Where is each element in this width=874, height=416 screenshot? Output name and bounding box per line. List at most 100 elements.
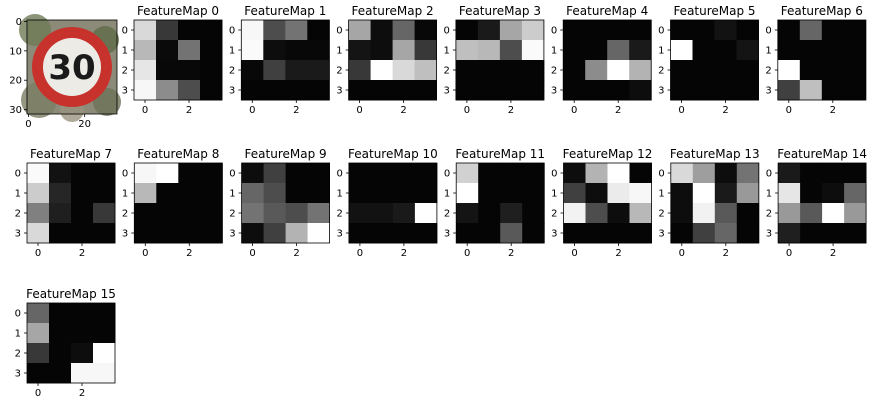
y-tick-label: 1 [229, 46, 235, 57]
feature-map-panel: FeatureMap 12 0 1 2 3 0 2 [551, 147, 652, 259]
y-tick-label: 3 [551, 86, 557, 97]
heatmap-cell [285, 223, 308, 244]
y-tick-label: 0 [15, 309, 21, 320]
heatmap-cell [49, 303, 72, 324]
heatmap-cell [844, 223, 867, 244]
heatmap-cell [156, 203, 179, 224]
heatmap-cell [93, 203, 116, 224]
heatmap-cell [307, 80, 330, 101]
feature-map-title: FeatureMap 9 [245, 147, 327, 161]
y-tick-label: 1 [15, 189, 21, 200]
heatmap-cell [477, 60, 501, 81]
heatmap-cell [670, 203, 694, 224]
heatmap-cell [500, 203, 523, 224]
feature-map-panel: FeatureMap 5 0 1 2 3 0 2 [658, 4, 759, 116]
heatmap-cell [71, 163, 94, 184]
heatmap-cell [692, 163, 716, 184]
y-tick-label: 2 [337, 209, 343, 220]
heatmap-cell [585, 163, 608, 184]
x-tick-label: 2 [508, 248, 514, 259]
heatmap-cell [799, 40, 823, 61]
y-tick-label: 3 [336, 86, 342, 97]
x-tick-label: 2 [186, 105, 192, 116]
heatmap-cell [392, 203, 416, 224]
heatmap-cell [822, 223, 845, 244]
heatmap-cell [49, 163, 72, 184]
y-tick-label: 3 [122, 229, 128, 240]
heatmap-cell [71, 303, 94, 324]
y-tick-label: 0 [122, 169, 128, 180]
heatmap-cell [521, 60, 545, 81]
heatmap-cell [456, 203, 479, 224]
heatmap-cell [285, 80, 308, 101]
y-tick-label: 1 [122, 189, 128, 200]
y-tick-label: 0 [551, 26, 557, 37]
heatmap-cell [200, 80, 223, 101]
feature-map-title: FeatureMap 13 [670, 147, 760, 161]
heatmap-cell [563, 163, 586, 184]
heatmap-cell [478, 223, 501, 244]
heatmap-cell [156, 20, 179, 41]
x-tick-label: 2 [722, 105, 728, 116]
heatmap-cell [200, 60, 223, 81]
heatmap-cell [134, 40, 157, 61]
heatmap-cell [607, 183, 630, 204]
heatmap-cell [736, 183, 760, 204]
heatmap-cell [414, 20, 437, 41]
y-tick-label: 0 [765, 26, 771, 37]
heatmap-cell [585, 80, 608, 101]
y-tick-label: 1 [336, 46, 342, 57]
heatmap-cell [178, 80, 201, 101]
x-tick-label: 2 [615, 105, 621, 116]
heatmap-cell [71, 363, 94, 384]
heatmap-cell [607, 60, 630, 81]
heatmap-cell [285, 163, 308, 184]
y-tick-label: 2 [15, 349, 21, 360]
heatmap-cell [263, 40, 286, 61]
y-tick-label: 3 [658, 86, 664, 97]
x-tick-label: 0 [357, 248, 363, 259]
heatmap-cell [670, 20, 693, 41]
x-tick-label: 0 [786, 248, 792, 259]
y-tick-label: 2 [551, 66, 557, 77]
feature-map-title: FeatureMap 11 [455, 147, 545, 161]
x-tick-label: 0 [142, 105, 148, 116]
heatmap-cell [263, 203, 286, 224]
x-tick-label: 2 [400, 105, 406, 116]
y-tick-label: 3 [766, 229, 772, 240]
heatmap-cell [456, 223, 479, 244]
heatmap-cell [563, 80, 586, 101]
feature-map-title: FeatureMap 8 [137, 147, 219, 161]
feature-map-frame [348, 162, 438, 244]
heatmap-cell [370, 163, 394, 184]
y-tick-label: 2 [15, 209, 21, 220]
heatmap-cell [563, 183, 586, 204]
heatmap-cell [629, 40, 652, 61]
heatmap-cell [692, 60, 715, 81]
feature-map-panel: FeatureMap 7 0 1 2 3 0 2 [15, 147, 116, 259]
heatmap-cell [607, 223, 630, 244]
heatmap-cell [348, 40, 371, 61]
y-tick-label: 1 [658, 46, 664, 57]
heatmap-cell [414, 203, 438, 224]
heatmap-cell [348, 20, 371, 41]
heatmap-cell [822, 203, 845, 224]
heatmap-cell [478, 203, 501, 224]
heatmap-cell [49, 323, 72, 344]
heatmap-cell [370, 20, 393, 41]
feature-map-title: FeatureMap 2 [352, 4, 434, 18]
heatmap-cell [134, 223, 157, 244]
heatmap-cell [629, 60, 652, 81]
heatmap-cell [307, 183, 330, 204]
heatmap-cell [370, 183, 394, 204]
feature-map-title: FeatureMap 0 [137, 4, 219, 18]
heatmap-cell [285, 60, 308, 81]
feature-map-panel: FeatureMap 2 0 1 2 3 0 2 [336, 4, 438, 116]
heatmap-cell [521, 80, 545, 101]
y-tick-label: 1 [444, 46, 450, 57]
heatmap-cell [800, 203, 823, 224]
heatmap-cell [692, 80, 715, 101]
heatmap-cell [629, 183, 652, 204]
heatmap-cell [800, 223, 823, 244]
y-tick-label: 2 [444, 66, 450, 77]
